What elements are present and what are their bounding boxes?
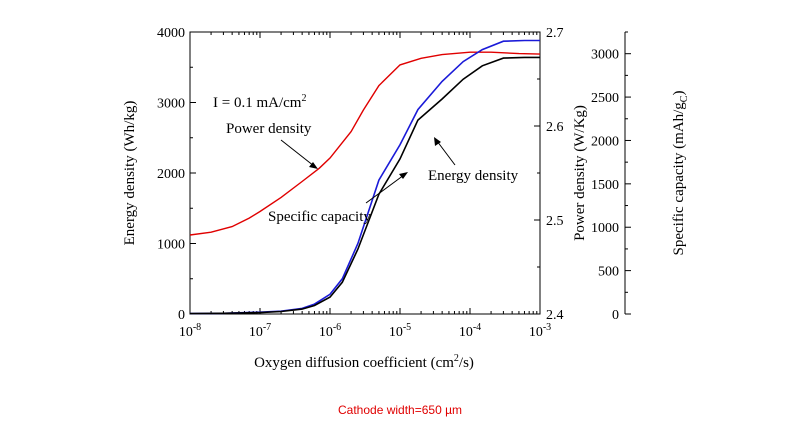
x-tick-label: 10-5: [389, 322, 411, 340]
specific-capacity-annotation: Specific capacity: [268, 209, 371, 225]
capacity-tick-label: 1000: [591, 221, 619, 236]
capacity-tick-label: 3000: [591, 48, 619, 63]
x-tick-label: 10-3: [529, 322, 551, 340]
power-axis-label: Power density (W/Kg): [572, 105, 588, 241]
energy-axis-label: Energy density (Wh/kg): [122, 101, 138, 246]
energy-tick-label: 1000: [157, 238, 185, 253]
power-density-arrow: [280, 139, 315, 167]
capacity-tick-label: 2000: [591, 134, 619, 149]
figure-caption: Cathode width=650 µm: [338, 403, 462, 417]
x-tick-label: 10-4: [459, 322, 481, 340]
specific-capacity-arrowhead: [399, 172, 408, 179]
power-axis-ticks: 2.4 2.5 2.6 2.7: [534, 26, 564, 323]
series-line-energy-density: [189, 56, 540, 315]
capacity-tick-label: 1500: [591, 178, 619, 193]
energy-axis-ticks: 0 1000 2000 3000 4000: [157, 26, 196, 323]
x-tick-label: 10-6: [319, 322, 341, 340]
power-density-arrowhead: [309, 162, 318, 169]
power-tick-label: 2.5: [546, 214, 564, 229]
energy-tick-label: 2000: [157, 167, 185, 182]
energy-density-arrowhead: [434, 137, 441, 146]
capacity-tick-label: 0: [612, 308, 619, 323]
energy-density-arrow: [436, 140, 456, 166]
energy-density-annotation: Energy density: [428, 168, 519, 184]
x-tick-label: 10-8: [179, 322, 201, 340]
x-tick-label: 10-7: [249, 322, 271, 340]
power-tick-label: 2.4: [546, 308, 564, 323]
specific-capacity-arrow: [365, 174, 405, 204]
energy-tick-label: 3000: [157, 97, 185, 112]
power-density-annotation: Power density: [226, 121, 312, 137]
energy-tick-label: 4000: [157, 26, 185, 41]
series-line-power-density: [189, 51, 541, 236]
capacity-axis-ticks: 0 500 1000 1500 2000 2500 3000: [591, 31, 631, 323]
energy-tick-label: 0: [178, 308, 185, 323]
capacity-axis-label: Specific capacity (mAh/gC): [671, 91, 690, 256]
x-axis-ticks: 10-8 10-7 10-6 10-5 10-4 10-3: [179, 32, 551, 340]
power-tick-label: 2.7: [546, 26, 564, 41]
capacity-tick-label: 2500: [591, 91, 619, 106]
current-annotation: I = 0.1 mA/cm2: [213, 93, 306, 111]
power-tick-label: 2.6: [546, 120, 564, 135]
x-axis-label: Oxygen diffusion coefficient (cm2/s): [254, 353, 474, 371]
capacity-tick-label: 500: [598, 265, 619, 280]
